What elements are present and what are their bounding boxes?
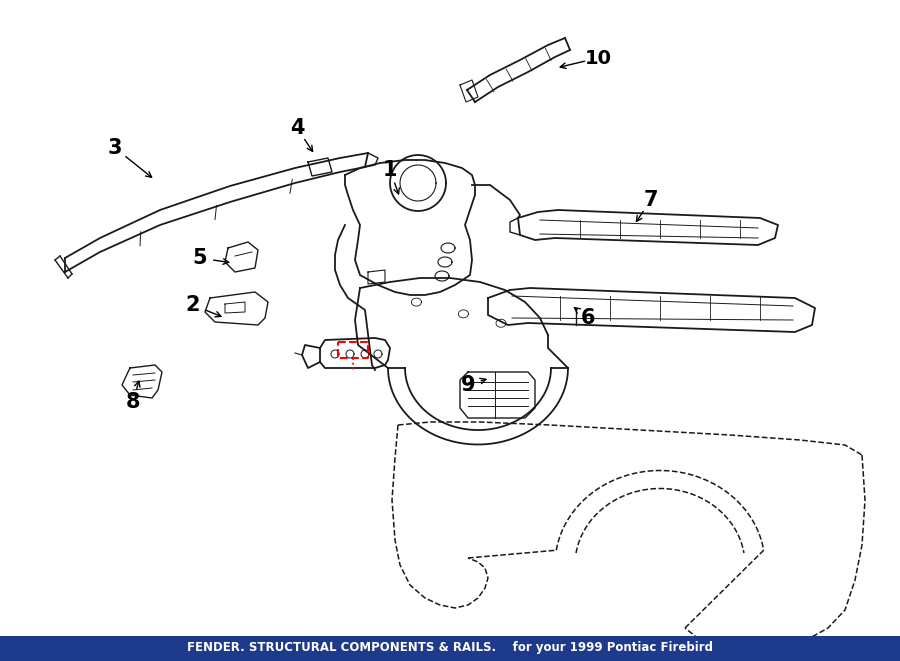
Bar [0,636,900,661]
Text: 3: 3 [108,138,122,158]
Text: 1: 1 [382,160,397,180]
Text: 2: 2 [185,295,200,315]
Text: 8: 8 [126,392,140,412]
Text: 9: 9 [461,375,475,395]
Text: 7: 7 [644,190,658,210]
Text: 6: 6 [580,308,595,328]
Text: FENDER. STRUCTURAL COMPONENTS & RAILS.    for your 1999 Pontiac Firebird: FENDER. STRUCTURAL COMPONENTS & RAILS. f… [187,641,713,654]
Text: 5: 5 [193,248,207,268]
Text: 4: 4 [290,118,304,138]
Text: 10: 10 [584,48,611,67]
